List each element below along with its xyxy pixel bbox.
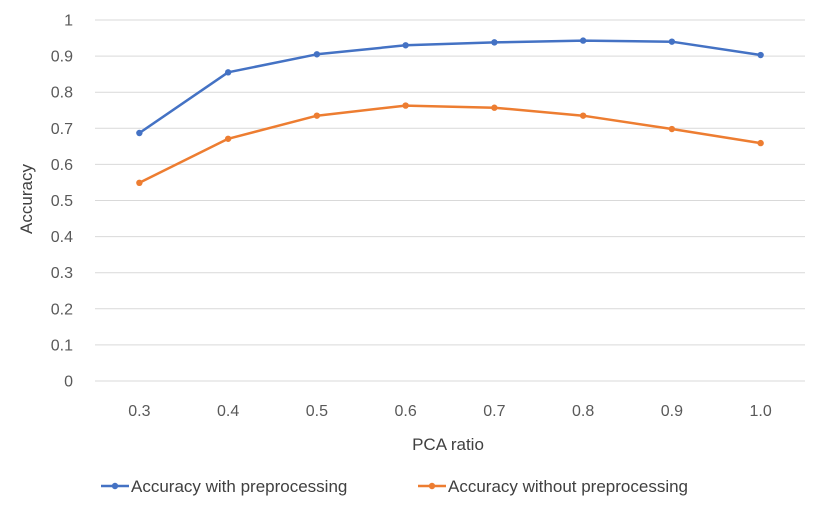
data-point bbox=[757, 139, 764, 147]
y-tick-label: 0.3 bbox=[51, 265, 73, 282]
x-tick-label: 0.3 bbox=[128, 403, 150, 420]
x-tick-label: 0.4 bbox=[217, 403, 239, 420]
y-tick-label: 0.8 bbox=[51, 85, 73, 102]
data-point bbox=[491, 104, 498, 111]
data-point bbox=[313, 51, 321, 58]
y-tick-label: 0.4 bbox=[51, 229, 73, 246]
series-line bbox=[138, 104, 762, 185]
data-point bbox=[579, 112, 587, 119]
y-tick-label: 0 bbox=[64, 374, 73, 391]
y-tick-label: 0.9 bbox=[51, 49, 73, 66]
gridlines bbox=[95, 19, 805, 382]
y-tick-label: 0.5 bbox=[51, 193, 73, 210]
legend-item-2: Accuracy without preprocessing bbox=[418, 477, 688, 496]
legend-label: Accuracy with preprocessing bbox=[131, 477, 347, 496]
legend: Accuracy with preprocessing Accuracy with… bbox=[101, 477, 688, 496]
series-2 bbox=[136, 102, 764, 187]
y-axis-title: Accuracy bbox=[17, 164, 36, 234]
x-tick-label: 0.8 bbox=[572, 403, 594, 420]
series-lines bbox=[136, 37, 764, 187]
data-point bbox=[402, 102, 409, 109]
data-point bbox=[579, 37, 587, 44]
data-point bbox=[402, 42, 409, 49]
data-point bbox=[668, 125, 676, 133]
data-point bbox=[313, 112, 321, 119]
x-tick-label: 0.7 bbox=[483, 403, 505, 420]
y-tick-labels: 0 0.1 0.2 0.3 0.4 0.5 0.6 0.7 0.8 0.9 1 bbox=[51, 13, 73, 391]
x-tick-label: 0.5 bbox=[306, 403, 328, 420]
data-point bbox=[224, 135, 232, 142]
data-point bbox=[136, 179, 143, 187]
x-tick-label: 0.6 bbox=[395, 403, 417, 420]
data-point bbox=[491, 39, 498, 46]
legend-swatch-marker bbox=[111, 482, 119, 490]
data-point bbox=[136, 129, 143, 137]
x-tick-labels: 0.3 0.4 0.5 0.6 0.7 0.8 0.9 1.0 bbox=[128, 403, 772, 420]
x-axis-title: PCA ratio bbox=[412, 435, 484, 454]
legend-swatch-marker bbox=[428, 482, 436, 490]
data-point bbox=[757, 51, 764, 59]
y-tick-label: 0.2 bbox=[51, 301, 73, 318]
legend-label: Accuracy without preprocessing bbox=[448, 477, 688, 496]
data-point bbox=[668, 38, 676, 45]
y-tick-label: 0.6 bbox=[51, 157, 73, 174]
data-point bbox=[224, 69, 232, 76]
x-tick-label: 0.9 bbox=[661, 403, 683, 420]
x-tick-label: 1.0 bbox=[750, 403, 772, 420]
y-tick-label: 0.7 bbox=[51, 121, 73, 138]
legend-item-1: Accuracy with preprocessing bbox=[101, 477, 347, 496]
y-tick-label: 0.1 bbox=[51, 337, 73, 354]
series-line bbox=[138, 39, 762, 135]
series-1 bbox=[136, 37, 764, 137]
y-tick-label: 1 bbox=[64, 13, 73, 30]
